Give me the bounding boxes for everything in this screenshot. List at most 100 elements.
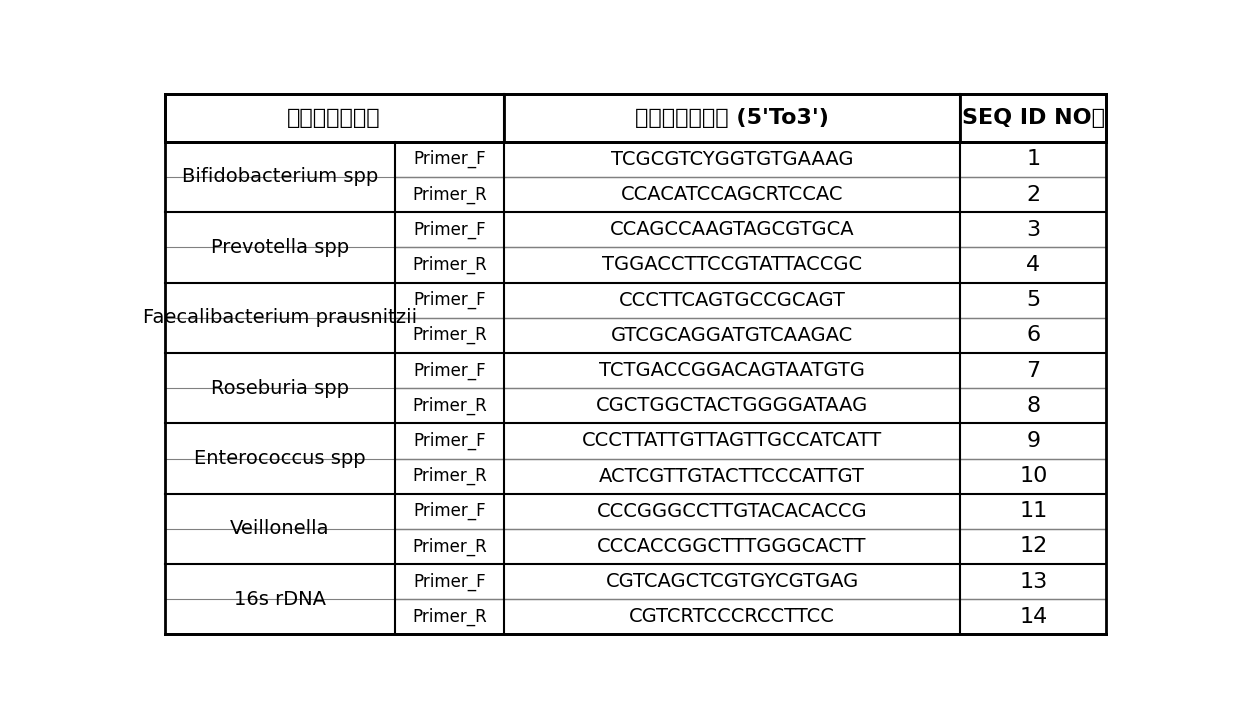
Text: Enterococcus spp: Enterococcus spp <box>195 449 366 468</box>
Bar <box>503 494 961 529</box>
Bar <box>961 177 1106 212</box>
Text: CCCTTCAGTGCCGCAGT: CCCTTCAGTGCCGCAGT <box>619 291 846 309</box>
Text: TCTGACCGGACAGTAATGTG: TCTGACCGGACAGTAATGTG <box>599 361 866 380</box>
Text: CCACATCCAGCRTCCAC: CCACATCCAGCRTCCAC <box>621 185 843 204</box>
Text: 12: 12 <box>1019 536 1048 556</box>
Text: 11: 11 <box>1019 501 1048 521</box>
Bar <box>396 177 503 212</box>
Bar <box>961 529 1106 564</box>
Bar <box>396 423 503 458</box>
Text: 2: 2 <box>1027 185 1040 205</box>
Text: TGGACCTTCCGTATTACCGC: TGGACCTTCCGTATTACCGC <box>601 256 862 274</box>
Bar <box>165 177 396 212</box>
Bar <box>961 388 1106 423</box>
Bar <box>165 142 396 177</box>
Bar <box>396 212 503 247</box>
Bar <box>396 494 503 529</box>
Text: CCCACCGGCTTTGGGCACTT: CCCACCGGCTTTGGGCACTT <box>598 537 867 556</box>
Bar <box>503 95 961 142</box>
Text: CGCTGGCTACTGGGGATAAG: CGCTGGCTACTGGGGATAAG <box>596 396 868 415</box>
Text: Primer_F: Primer_F <box>413 573 486 591</box>
Bar <box>961 458 1106 494</box>
Text: 3: 3 <box>1027 220 1040 240</box>
Text: 4: 4 <box>1027 255 1040 275</box>
Text: Roseburia spp: Roseburia spp <box>211 379 348 397</box>
Text: Primer_R: Primer_R <box>412 538 487 556</box>
Text: Primer_R: Primer_R <box>412 185 487 203</box>
Bar <box>396 247 503 283</box>
Bar <box>396 388 503 423</box>
Text: Primer_F: Primer_F <box>413 291 486 309</box>
Text: 9: 9 <box>1027 431 1040 451</box>
Bar <box>503 564 961 599</box>
Text: 8: 8 <box>1027 396 1040 416</box>
Bar <box>961 283 1106 318</box>
Bar <box>165 353 396 388</box>
Text: CGTCAGCTCGTGYCGTGAG: CGTCAGCTCGTGYCGTGAG <box>605 572 858 591</box>
Text: Primer_F: Primer_F <box>413 150 486 168</box>
Bar <box>503 318 961 353</box>
Bar <box>396 142 503 177</box>
Bar <box>396 564 503 599</box>
Text: 16s rDNA: 16s rDNA <box>234 590 326 609</box>
Bar <box>503 212 961 247</box>
Text: 基因与引物名称: 基因与引物名称 <box>288 108 381 128</box>
Bar <box>165 529 396 564</box>
Bar <box>961 423 1106 458</box>
Bar <box>165 95 503 142</box>
Text: 13: 13 <box>1019 571 1048 591</box>
Text: CCAGCCAAGTAGCGTGCA: CCAGCCAAGTAGCGTGCA <box>610 221 854 239</box>
Bar <box>165 388 396 423</box>
Bar <box>961 95 1106 142</box>
Text: Primer_F: Primer_F <box>413 221 486 239</box>
Text: Primer_F: Primer_F <box>413 502 486 521</box>
Bar <box>396 599 503 634</box>
Text: Primer_F: Primer_F <box>413 432 486 450</box>
Text: Bifidobacterium spp: Bifidobacterium spp <box>182 168 378 186</box>
Bar <box>396 458 503 494</box>
Bar <box>503 458 961 494</box>
Bar <box>165 599 396 634</box>
Bar <box>503 283 961 318</box>
Bar <box>961 212 1106 247</box>
Text: Primer_R: Primer_R <box>412 256 487 274</box>
Bar <box>165 247 396 283</box>
Text: Faecalibacterium prausnitzii: Faecalibacterium prausnitzii <box>143 308 417 327</box>
Bar <box>165 494 396 529</box>
Bar <box>165 318 396 353</box>
Bar <box>165 458 396 494</box>
Text: SEQ ID NO：: SEQ ID NO： <box>962 108 1105 128</box>
Text: 5: 5 <box>1027 290 1040 310</box>
Bar <box>961 318 1106 353</box>
Bar <box>396 353 503 388</box>
Bar <box>503 353 961 388</box>
Bar <box>503 423 961 458</box>
Text: 6: 6 <box>1027 325 1040 345</box>
Bar <box>165 283 396 318</box>
Bar <box>503 599 961 634</box>
Bar <box>961 494 1106 529</box>
Text: GTCGCAGGATGTCAAGAC: GTCGCAGGATGTCAAGAC <box>611 326 853 345</box>
Bar <box>961 353 1106 388</box>
Bar <box>503 142 961 177</box>
Bar <box>961 142 1106 177</box>
Bar <box>165 212 396 247</box>
Text: Primer_R: Primer_R <box>412 326 487 344</box>
Text: 特异性引物序列 (5'To3'): 特异性引物序列 (5'To3') <box>635 108 830 128</box>
Bar <box>503 247 961 283</box>
Bar <box>165 564 396 599</box>
Text: Primer_R: Primer_R <box>412 467 487 485</box>
Bar <box>961 599 1106 634</box>
Text: Primer_R: Primer_R <box>412 397 487 415</box>
Bar <box>961 247 1106 283</box>
Bar <box>503 177 961 212</box>
Bar <box>396 283 503 318</box>
Text: ACTCGTTGTACTTCCCATTGT: ACTCGTTGTACTTCCCATTGT <box>599 467 866 485</box>
Text: 10: 10 <box>1019 466 1048 486</box>
Text: Primer_R: Primer_R <box>412 608 487 626</box>
Text: CGTCRTCCCRCCTTCC: CGTCRTCCCRCCTTCC <box>629 607 835 626</box>
Bar <box>396 529 503 564</box>
Text: 1: 1 <box>1027 150 1040 169</box>
Text: Veillonella: Veillonella <box>231 519 330 538</box>
Bar <box>396 318 503 353</box>
